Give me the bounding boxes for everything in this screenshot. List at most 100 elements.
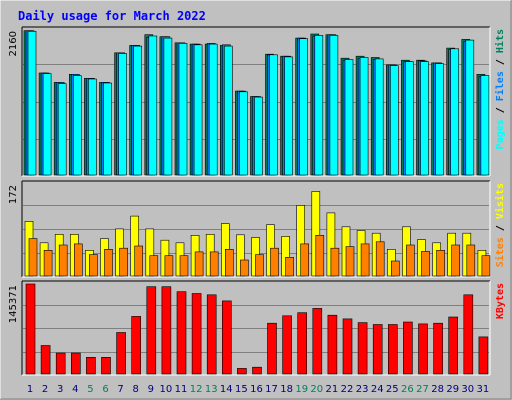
bar-sites-day-18 bbox=[285, 256, 294, 277]
x-axis-day-labels: 1 2 3 4 5 6 7 8 9 10 11 12 13 14 15 16 17 18 19 20 21 22 23 24 2… bbox=[27, 384, 489, 395]
bar-pages-day-9 bbox=[148, 35, 158, 176]
legend-sites: Sites bbox=[494, 237, 506, 267]
x-tick-day-29: 29 bbox=[446, 384, 459, 395]
bar-kbytes-day-25 bbox=[387, 324, 398, 375]
bar-kbytes-day-17 bbox=[267, 322, 277, 375]
x-tick-day-4: 4 bbox=[72, 384, 78, 395]
bar-sites-day-25 bbox=[390, 260, 400, 277]
bar-pages-day-24 bbox=[374, 58, 384, 176]
x-tick-day-19: 19 bbox=[295, 384, 308, 395]
bar-sites-day-26 bbox=[406, 244, 415, 277]
y-max-label: 2160 bbox=[8, 31, 19, 56]
x-tick-day-10: 10 bbox=[160, 384, 173, 395]
bar-kbytes-day-9 bbox=[146, 286, 157, 375]
bar-kbytes-day-5 bbox=[86, 356, 96, 375]
bar-kbytes-day-16 bbox=[252, 366, 262, 375]
bar-sites-day-3 bbox=[58, 244, 68, 277]
side-legend-label: Sites / Visits bbox=[494, 183, 506, 267]
bar-sites-day-2 bbox=[43, 250, 53, 277]
bar-sites-day-15 bbox=[240, 259, 249, 277]
bar-kbytes-day-21 bbox=[327, 314, 338, 375]
x-tick-day-14: 14 bbox=[220, 384, 233, 395]
bar-kbytes-day-27 bbox=[418, 323, 428, 375]
bar-pages-day-11 bbox=[178, 43, 188, 176]
bar-pages-day-30 bbox=[465, 39, 475, 176]
x-tick-day-31: 31 bbox=[477, 384, 490, 395]
x-tick-day-7: 7 bbox=[117, 384, 123, 395]
bar-sites-day-23 bbox=[360, 243, 370, 277]
bar-kbytes-day-20 bbox=[312, 308, 323, 375]
x-tick-day-21: 21 bbox=[326, 384, 339, 395]
bar-pages-day-10 bbox=[163, 37, 173, 176]
legend-files: Files bbox=[494, 71, 506, 101]
bar-kbytes-day-15 bbox=[237, 368, 247, 375]
bar-sites-day-19 bbox=[300, 243, 310, 277]
x-tick-day-23: 23 bbox=[356, 384, 369, 395]
bar-kbytes-day-2 bbox=[40, 345, 51, 375]
bar-kbytes-day-3 bbox=[55, 352, 66, 375]
bar-kbytes-day-6 bbox=[101, 356, 111, 375]
x-tick-day-26: 26 bbox=[401, 384, 414, 395]
x-tick-day-12: 12 bbox=[190, 384, 203, 395]
x-tick-day-5: 5 bbox=[87, 384, 93, 395]
bar-pages-day-12 bbox=[193, 44, 203, 176]
x-tick-day-11: 11 bbox=[175, 384, 188, 395]
y-max-label: 145371 bbox=[8, 285, 19, 323]
bar-pages-day-18 bbox=[284, 56, 293, 176]
bar-sites-day-11 bbox=[179, 255, 189, 277]
bar-pages-day-6 bbox=[103, 82, 112, 176]
x-tick-day-24: 24 bbox=[371, 384, 384, 395]
bar-pages-day-8 bbox=[133, 45, 142, 176]
bar-kbytes-day-22 bbox=[342, 318, 353, 375]
bar-pages-day-3 bbox=[57, 83, 67, 176]
bar-kbytes-day-31 bbox=[478, 336, 489, 375]
chart-panel-kbytes: 145371 KBytes bbox=[8, 280, 506, 376]
bar-sites-day-9 bbox=[149, 255, 159, 277]
bar-pages-day-29 bbox=[450, 48, 460, 176]
bar-sites-day-10 bbox=[164, 255, 174, 277]
bar-sites-day-29 bbox=[451, 244, 461, 277]
bar-pages-day-16 bbox=[254, 96, 263, 176]
bar-pages-day-20 bbox=[314, 35, 324, 176]
bar-kbytes-day-26 bbox=[403, 321, 413, 375]
bar-pages-day-27 bbox=[420, 61, 429, 176]
bar-pages-day-31 bbox=[480, 75, 490, 176]
bar-pages-day-5 bbox=[88, 78, 97, 176]
bar-pages-day-15 bbox=[239, 91, 248, 176]
bar-sites-day-14 bbox=[225, 249, 234, 277]
x-tick-day-22: 22 bbox=[341, 384, 354, 395]
x-tick-day-1: 1 bbox=[27, 384, 33, 395]
bar-sites-day-4 bbox=[74, 243, 83, 277]
bar-pages-day-28 bbox=[435, 63, 444, 176]
x-tick-day-30: 30 bbox=[461, 384, 474, 395]
x-tick-day-25: 25 bbox=[386, 384, 399, 395]
bar-sites-day-12 bbox=[194, 251, 204, 277]
bar-sites-day-28 bbox=[436, 250, 445, 277]
bar-kbytes-day-4 bbox=[71, 352, 81, 375]
side-legend-label: Pages / Files / Hits bbox=[494, 29, 506, 149]
bar-pages-day-2 bbox=[42, 73, 52, 176]
bar-kbytes-day-19 bbox=[297, 312, 308, 375]
bar-sites-day-31 bbox=[481, 255, 491, 277]
bar-kbytes-day-23 bbox=[357, 322, 368, 375]
bar-pages-day-14 bbox=[224, 45, 233, 176]
legend-pages: Pages bbox=[495, 119, 506, 149]
x-tick-day-17: 17 bbox=[265, 384, 278, 395]
bar-kbytes-day-24 bbox=[372, 324, 383, 375]
x-tick-day-20: 20 bbox=[310, 384, 323, 395]
legend-kbytes: KBytes bbox=[495, 283, 506, 319]
x-tick-day-8: 8 bbox=[133, 384, 139, 395]
bar-sites-day-24 bbox=[375, 241, 385, 277]
bar-sites-day-8 bbox=[134, 245, 143, 277]
bar-sites-day-6 bbox=[104, 249, 113, 277]
x-tick-day-9: 9 bbox=[148, 384, 154, 395]
bar-sites-day-1 bbox=[28, 238, 38, 277]
side-legend-label: KBytes bbox=[495, 283, 506, 319]
legend-separator: / bbox=[495, 101, 506, 119]
x-tick-day-16: 16 bbox=[250, 384, 263, 395]
bar-sites-day-20 bbox=[315, 235, 325, 277]
x-tick-day-28: 28 bbox=[431, 384, 444, 395]
